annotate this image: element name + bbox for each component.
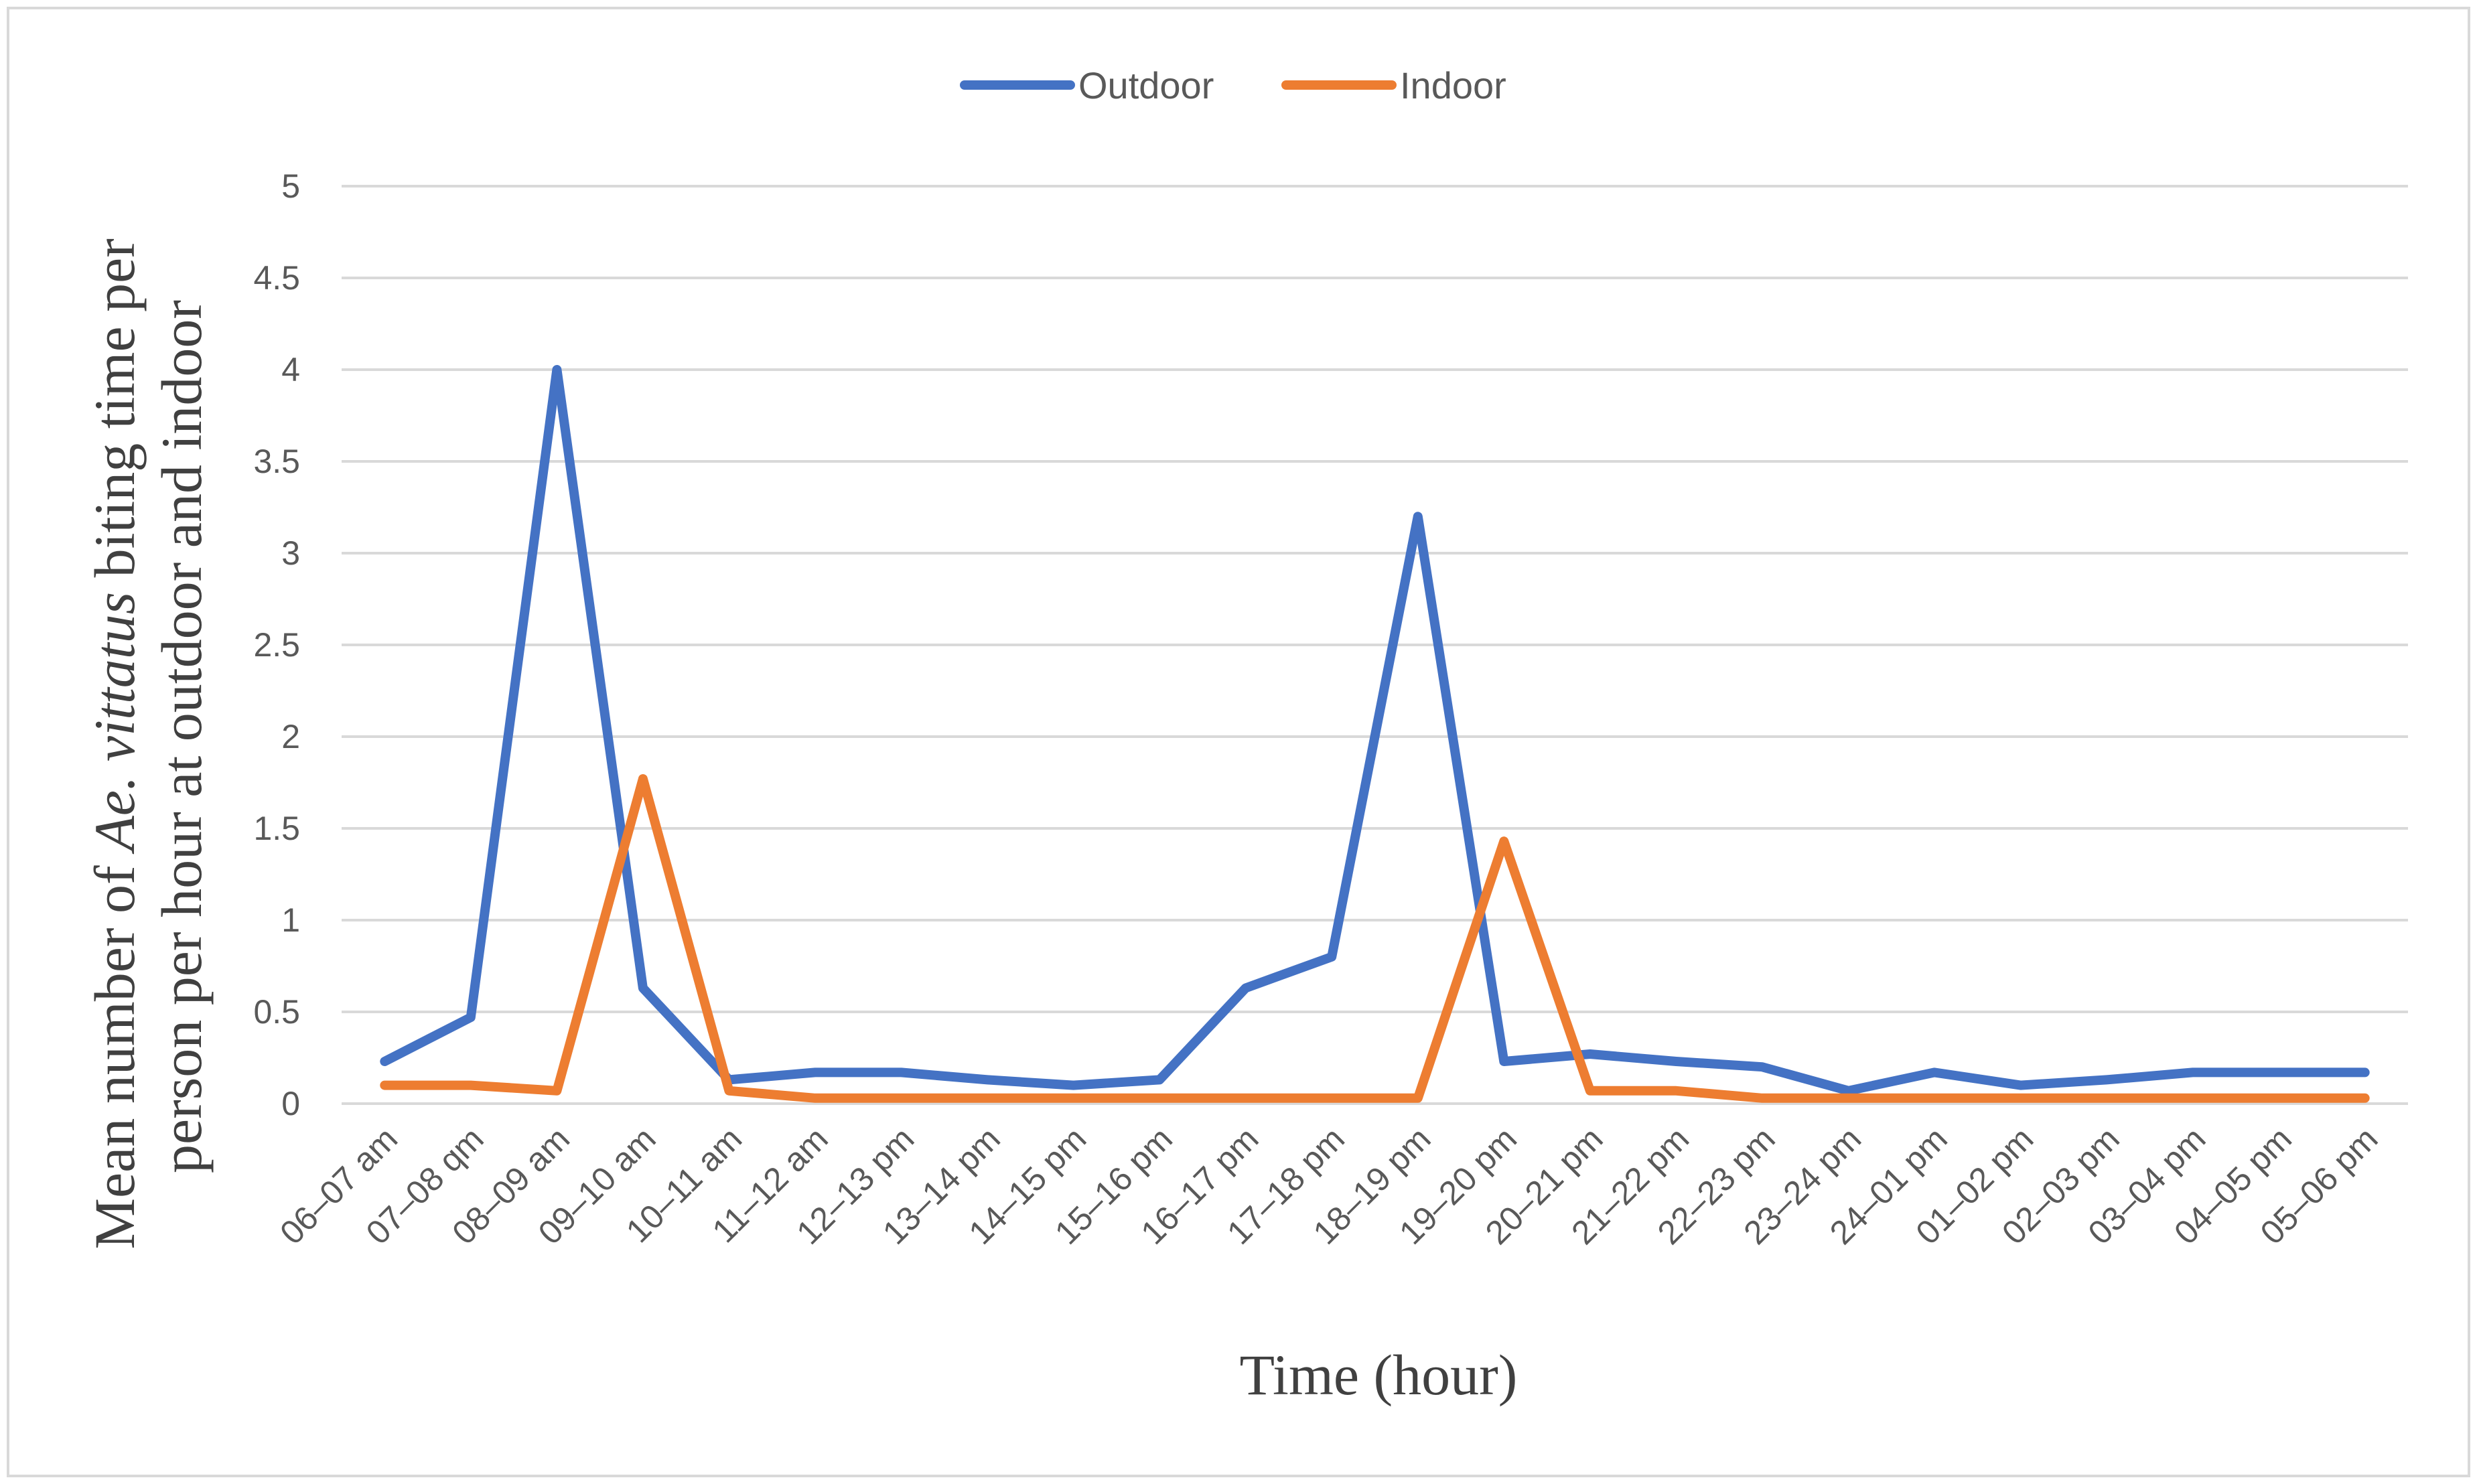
- y-tick-label: 2: [281, 718, 300, 755]
- series-line-outdoor: [380, 365, 2370, 1096]
- legend: Outdoor Indoor: [960, 64, 1506, 106]
- legend-label-indoor: Indoor: [1400, 64, 1506, 106]
- y-tick-label: 1.5: [253, 810, 300, 847]
- y-axis-tick-labels: 0 0.5 1 1.5 2 2.5 3 3.5 4 4.5 5: [253, 167, 300, 1122]
- y-tick-label: 1: [281, 901, 300, 939]
- y-axis-title-species: Ae. vittatus: [82, 592, 147, 855]
- series-line-indoor: [380, 774, 2370, 1103]
- y-axis-title: Mean number of Ae. vittatus biting time …: [82, 224, 214, 1250]
- y-axis-title-line2: person per hour at outdoor and indoor: [149, 300, 214, 1173]
- chart-frame: [7, 7, 2470, 1477]
- y-tick-label: 5: [281, 167, 300, 205]
- y-tick-label: 4: [281, 351, 300, 388]
- y-tick-label: 2.5: [253, 626, 300, 664]
- y-tick-label: 0.5: [253, 993, 300, 1031]
- y-axis-title-prefix: Mean number of: [82, 851, 147, 1250]
- y-tick-label: 3: [281, 534, 300, 572]
- y-tick-label: 3.5: [253, 443, 300, 480]
- y-axis-title-line1: Mean number of Ae. vittatus biting time …: [82, 224, 147, 1250]
- y-tick-label: 0: [281, 1085, 300, 1122]
- x-axis-title: Time (hour): [1240, 1343, 1518, 1407]
- y-axis-title-suffix: biting time per: [82, 238, 147, 592]
- y-tick-label: 4.5: [253, 259, 300, 297]
- legend-label-outdoor: Outdoor: [1078, 64, 1214, 106]
- series-lines: [380, 365, 2370, 1103]
